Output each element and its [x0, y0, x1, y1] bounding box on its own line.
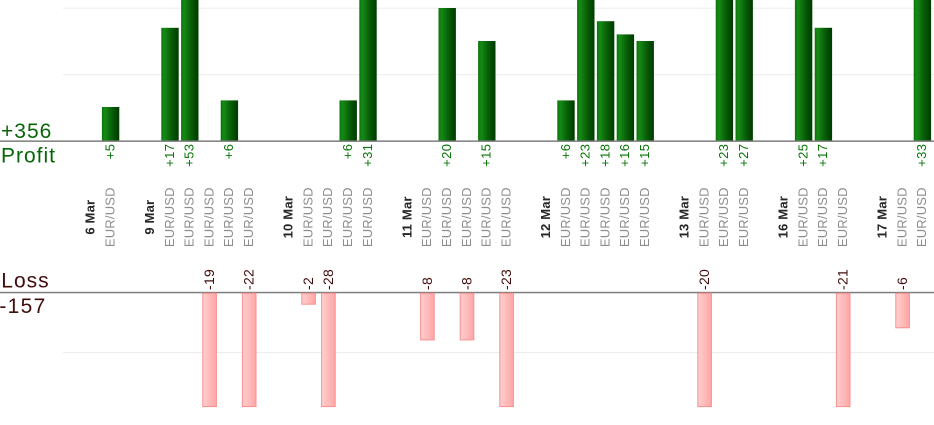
svg-text:+53: +53: [182, 144, 197, 167]
svg-text:9 Mar: 9 Mar: [142, 200, 157, 235]
svg-text:-19: -19: [201, 269, 217, 290]
svg-text:EUR/USD: EUR/USD: [340, 187, 355, 247]
svg-text:-8: -8: [419, 277, 435, 290]
svg-text:+6: +6: [340, 144, 355, 160]
svg-text:-2: -2: [300, 277, 316, 290]
svg-text:EUR/USD: EUR/USD: [162, 187, 177, 247]
svg-text:+16: +16: [617, 144, 632, 167]
svg-text:16 Mar: 16 Mar: [776, 196, 791, 238]
svg-text:10 Mar: 10 Mar: [281, 196, 296, 238]
svg-text:+31: +31: [360, 144, 375, 167]
svg-text:EUR/USD: EUR/USD: [736, 187, 751, 247]
svg-text:+23: +23: [716, 144, 731, 167]
svg-text:17 Mar: 17 Mar: [875, 196, 890, 238]
svg-text:EUR/USD: EUR/USD: [459, 187, 474, 247]
svg-text:EUR/USD: EUR/USD: [300, 187, 315, 247]
svg-text:+6: +6: [558, 144, 573, 160]
svg-text:-8: -8: [459, 277, 475, 290]
svg-text:EUR/USD: EUR/USD: [241, 187, 256, 247]
svg-text:EUR/USD: EUR/USD: [835, 187, 850, 247]
svg-text:+15: +15: [637, 144, 652, 167]
svg-text:6 Mar: 6 Mar: [83, 200, 98, 235]
svg-text:+18: +18: [597, 144, 612, 167]
svg-text:EUR/USD: EUR/USD: [558, 187, 573, 247]
svg-text:EUR/USD: EUR/USD: [320, 187, 335, 247]
svg-text:+23: +23: [578, 144, 593, 167]
svg-text:-28: -28: [320, 269, 336, 290]
svg-text:EUR/USD: EUR/USD: [439, 187, 454, 247]
svg-text:EUR/USD: EUR/USD: [597, 187, 612, 247]
svg-text:EUR/USD: EUR/USD: [419, 187, 434, 247]
svg-text:+17: +17: [162, 144, 177, 167]
svg-text:+356: +356: [1, 120, 52, 143]
svg-text:EUR/USD: EUR/USD: [696, 187, 711, 247]
svg-text:+33: +33: [914, 144, 929, 167]
svg-text:-23: -23: [498, 269, 514, 290]
svg-text:EUR/USD: EUR/USD: [479, 187, 494, 247]
svg-text:EUR/USD: EUR/USD: [201, 187, 216, 247]
svg-text:-157: -157: [0, 295, 47, 318]
svg-text:EUR/USD: EUR/USD: [617, 187, 632, 247]
svg-text:-22: -22: [241, 269, 257, 290]
svg-text:EUR/USD: EUR/USD: [182, 187, 197, 247]
svg-text:+5: +5: [102, 144, 117, 160]
svg-text:+27: +27: [736, 144, 751, 167]
svg-text:EUR/USD: EUR/USD: [360, 187, 375, 247]
svg-text:+20: +20: [439, 144, 454, 167]
svg-text:13 Mar: 13 Mar: [677, 196, 692, 238]
svg-text:EUR/USD: EUR/USD: [221, 187, 236, 247]
svg-text:EUR/USD: EUR/USD: [498, 187, 513, 247]
svg-text:-21: -21: [835, 269, 851, 290]
svg-text:EUR/USD: EUR/USD: [914, 187, 929, 247]
svg-text:EUR/USD: EUR/USD: [716, 187, 731, 247]
svg-text:+17: +17: [815, 144, 830, 167]
svg-text:-20: -20: [696, 269, 712, 290]
svg-text:12 Mar: 12 Mar: [538, 196, 553, 238]
svg-text:EUR/USD: EUR/USD: [795, 187, 810, 247]
svg-text:EUR/USD: EUR/USD: [637, 187, 652, 247]
svg-text:-6: -6: [894, 277, 910, 290]
svg-text:+6: +6: [221, 144, 236, 160]
svg-text:11 Mar: 11 Mar: [399, 196, 414, 238]
svg-text:Loss: Loss: [1, 270, 49, 293]
svg-text:+25: +25: [795, 144, 810, 167]
svg-text:EUR/USD: EUR/USD: [578, 187, 593, 247]
svg-text:EUR/USD: EUR/USD: [102, 187, 117, 247]
svg-text:Profit: Profit: [1, 144, 56, 167]
svg-text:+15: +15: [479, 144, 494, 167]
svg-text:EUR/USD: EUR/USD: [894, 187, 909, 247]
svg-text:EUR/USD: EUR/USD: [815, 187, 830, 247]
